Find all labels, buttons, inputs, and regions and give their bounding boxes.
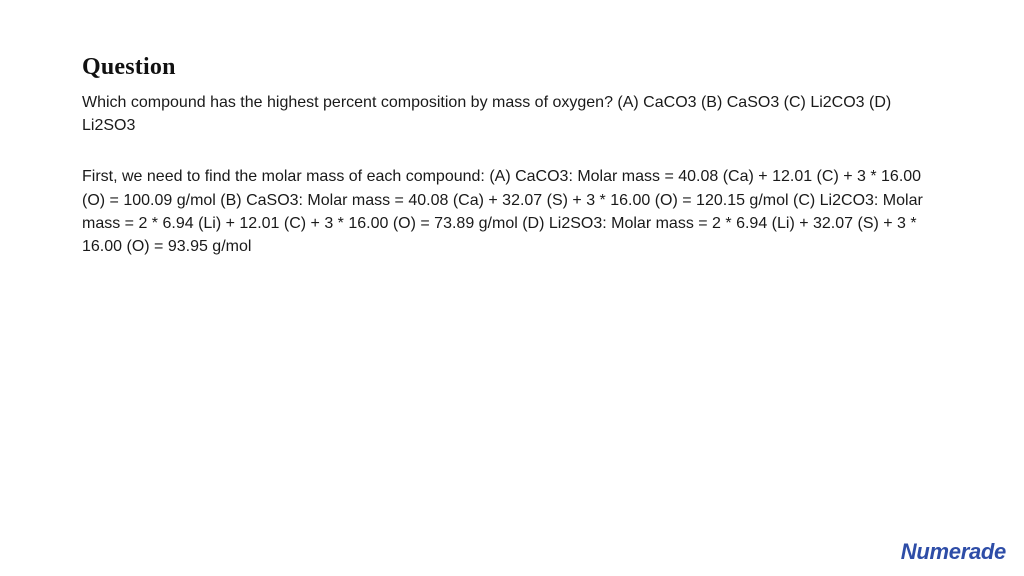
answer-body: First, we need to find the molar mass of… [82,165,942,258]
brand-logo: Numerade [901,538,1006,564]
brand-text: Numerade [901,539,1006,565]
question-body: Which compound has the highest percent c… [82,91,932,137]
question-heading: Question [82,54,942,81]
page-container: Question Which compound has the highest … [0,0,1024,576]
